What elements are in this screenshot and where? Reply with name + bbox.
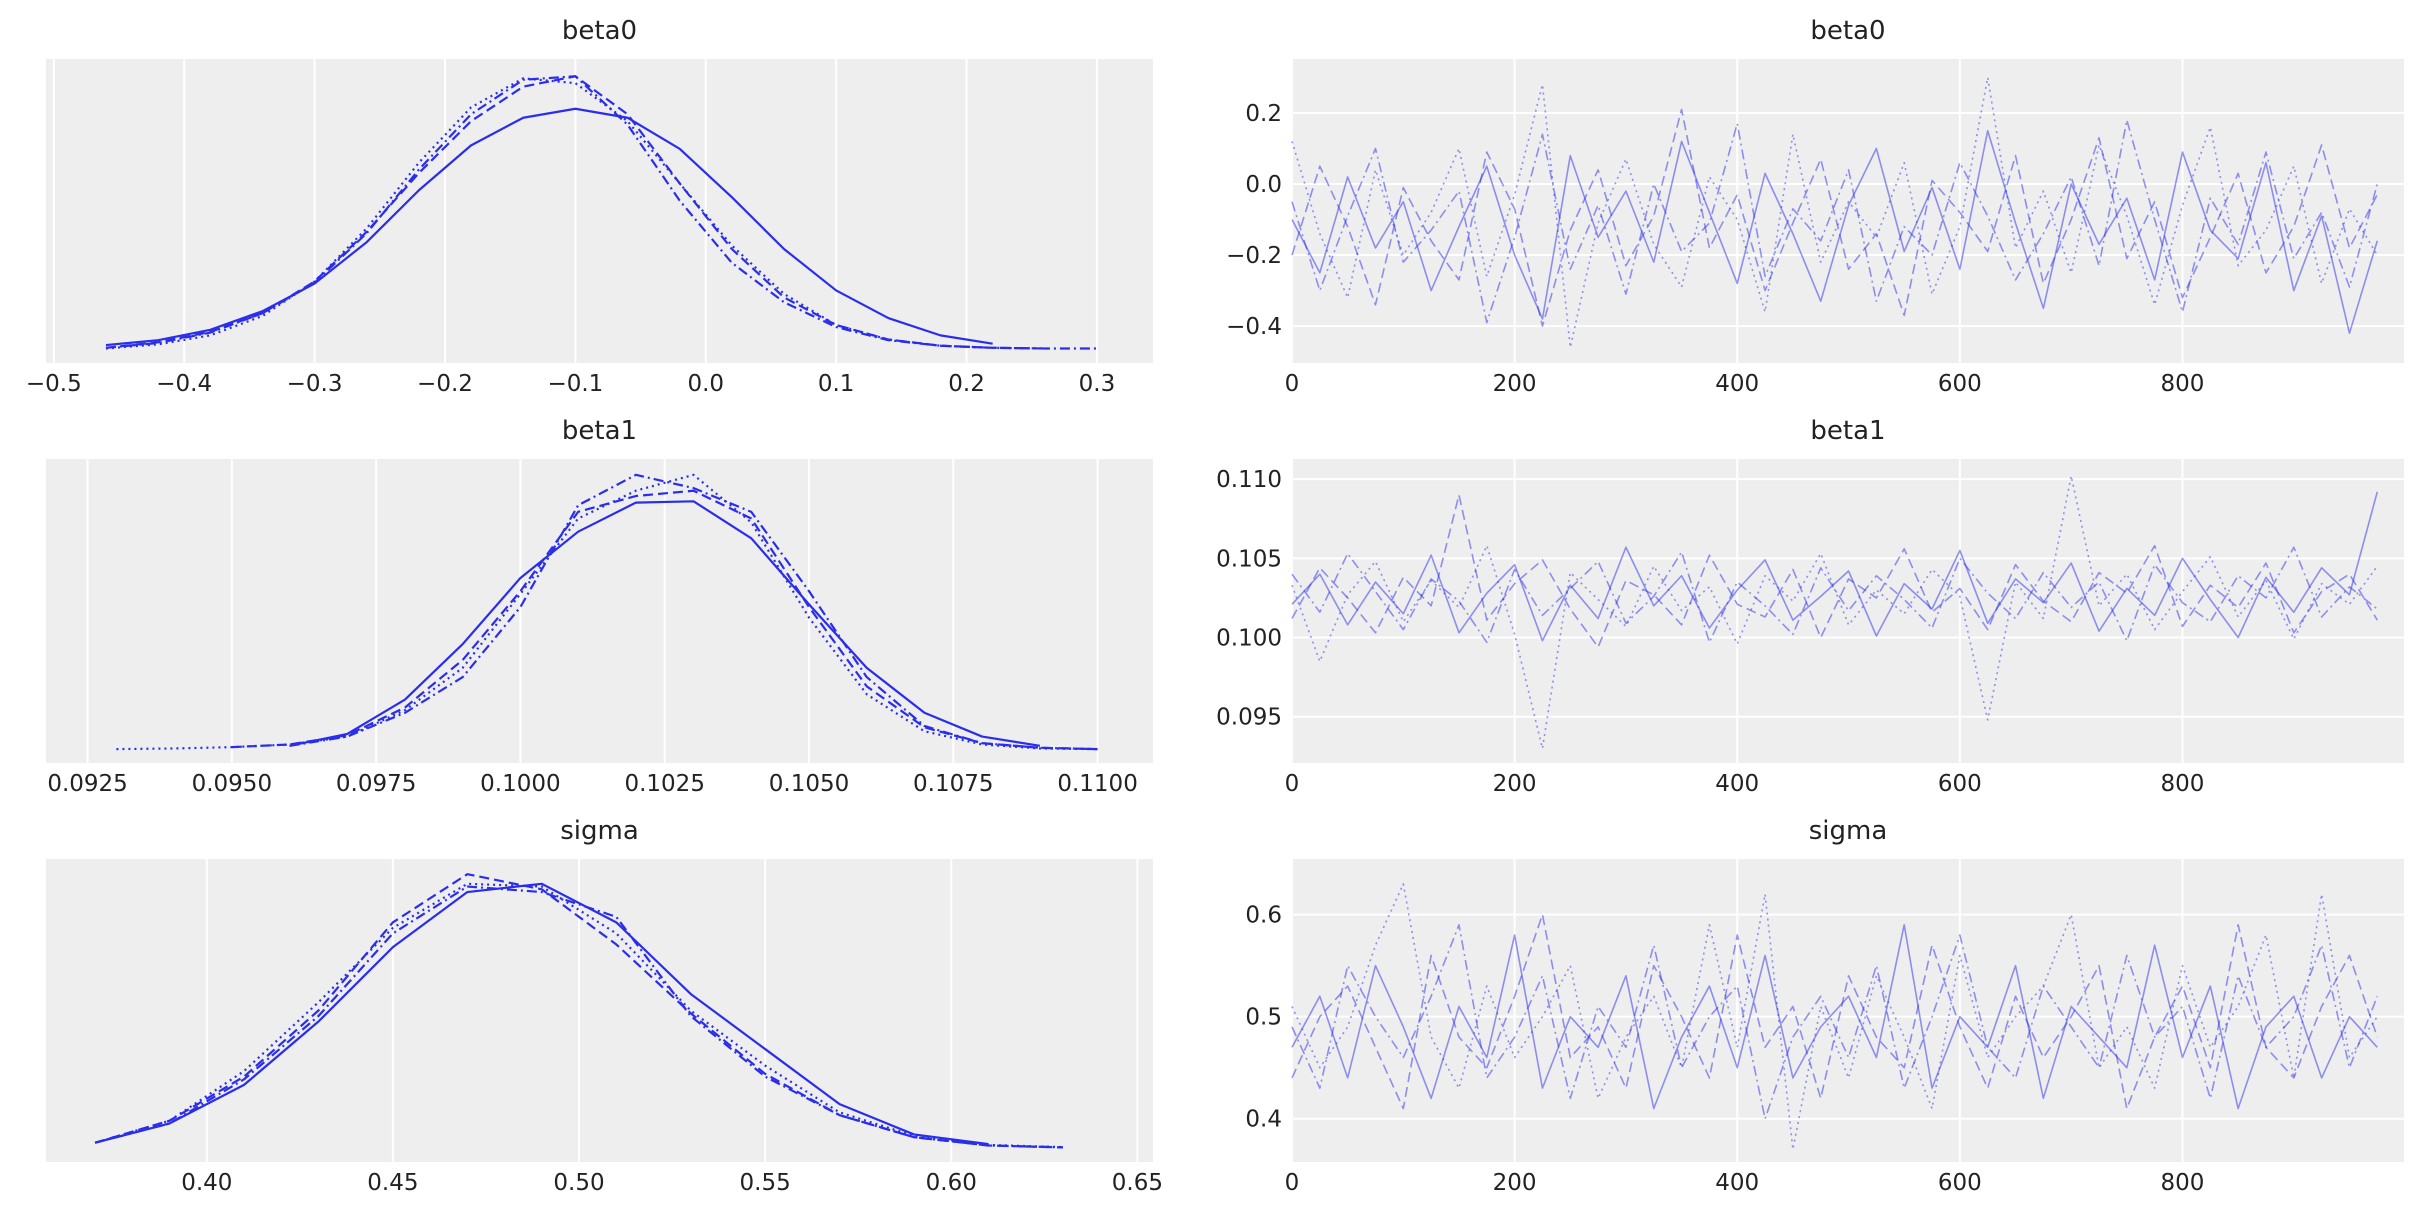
- panel: beta0 0 200 400 600 800 −0.4 −0.2 0.0 0.2: [1226, 16, 2404, 397]
- series-line: [1291, 924, 2378, 1110]
- panel-title: beta0: [1810, 16, 1885, 46]
- x-tick-label: 0: [1285, 1170, 1300, 1196]
- x-tick-label: 0: [1285, 371, 1300, 397]
- series-line: [105, 107, 993, 347]
- x-tick-label: 0.0950: [192, 771, 272, 797]
- y-tick-label: −0.4: [1226, 314, 1282, 340]
- x-tick-label: −0.1: [547, 371, 603, 397]
- panel: beta0 −0.5 −0.4 −0.3 −0.2 −0.1 0.0 0.1 0.2 0.3: [26, 16, 1153, 397]
- series-line: [289, 473, 1098, 751]
- x-tick-label: 0.40: [181, 1170, 232, 1196]
- x-tick-label: 0.0: [687, 371, 724, 397]
- series-line: [94, 882, 989, 1146]
- series-line: [289, 500, 1041, 747]
- series-line: [1291, 129, 2379, 334]
- x-tick-label: 0.1050: [769, 771, 849, 797]
- panel-title: sigma: [1809, 816, 1888, 846]
- y-tick-label: 0.5: [1245, 1005, 1282, 1031]
- series-line: [1291, 913, 2379, 1110]
- series-line: [1291, 108, 2378, 327]
- y-tick-label: −0.2: [1226, 243, 1282, 269]
- y-tick-label: 0.6: [1245, 903, 1282, 929]
- plot-area: [46, 459, 1153, 763]
- series-line: [1291, 883, 2378, 1151]
- x-tick-label: −0.4: [156, 371, 212, 397]
- panel-title: beta1: [1810, 416, 1885, 446]
- x-tick-label: −0.5: [26, 371, 82, 397]
- plot-area: [1292, 859, 2404, 1162]
- x-tick-label: 600: [1938, 771, 1982, 797]
- series-line: [94, 885, 1063, 1149]
- panel-title: sigma: [560, 816, 639, 846]
- x-tick-label: 800: [2161, 371, 2205, 397]
- x-tick-label: 0.1: [818, 371, 855, 397]
- x-tick-label: 0.65: [1112, 1170, 1163, 1196]
- x-tick-label: 600: [1938, 371, 1982, 397]
- y-tick-label: 0.4: [1245, 1107, 1282, 1133]
- x-tick-label: 400: [1715, 771, 1759, 797]
- x-tick-label: 0.0925: [47, 771, 127, 797]
- series-line: [1291, 546, 2378, 644]
- x-tick-label: 800: [2161, 771, 2205, 797]
- x-tick-label: 400: [1715, 371, 1759, 397]
- series-line: [1291, 494, 2378, 648]
- x-tick-label: 0: [1285, 771, 1300, 797]
- panel: beta1 0 200 400 600 800 0.095 0.100 0.105 0.110: [1216, 416, 2404, 797]
- x-tick-label: 0.1075: [913, 771, 993, 797]
- panel: sigma 0 200 400 600 800 0.4 0.5 0.6: [1245, 816, 2404, 1196]
- x-tick-label: 0.1025: [624, 771, 704, 797]
- plot-area: [1292, 59, 2404, 363]
- x-tick-label: 200: [1493, 371, 1537, 397]
- x-tick-label: 0.0975: [336, 771, 416, 797]
- x-tick-label: 0.1000: [480, 771, 560, 797]
- series-line: [1291, 924, 2379, 1120]
- y-tick-label: 0.105: [1216, 546, 1282, 572]
- x-tick-label: 200: [1493, 771, 1537, 797]
- panel: sigma 0.40 0.45 0.50 0.55 0.60 0.65: [46, 816, 1163, 1196]
- x-tick-label: 0.50: [553, 1170, 604, 1196]
- plot-area: [46, 859, 1153, 1162]
- series-line: [1291, 119, 2379, 324]
- x-tick-label: 0.45: [367, 1170, 418, 1196]
- x-tick-label: 800: [2161, 1170, 2205, 1196]
- x-tick-label: 200: [1493, 1170, 1537, 1196]
- x-tick-label: 0.1100: [1057, 771, 1137, 797]
- y-tick-label: 0.2: [1245, 101, 1282, 127]
- series-line: [1291, 475, 2378, 750]
- y-tick-label: 0.110: [1216, 467, 1282, 493]
- x-tick-label: 0.60: [926, 1170, 977, 1196]
- x-tick-label: 600: [1938, 1170, 1982, 1196]
- x-tick-label: −0.3: [287, 371, 343, 397]
- series-line: [105, 75, 1097, 350]
- y-tick-label: 0.095: [1216, 705, 1282, 731]
- x-tick-label: 0.55: [740, 1170, 791, 1196]
- panel: beta1 0.0925 0.0950 0.0975 0.1000 0.1025 0.105…: [46, 416, 1153, 797]
- panel-title: beta1: [562, 416, 637, 446]
- series-line: [1291, 491, 2379, 642]
- plot-area: [46, 59, 1153, 363]
- x-tick-label: 400: [1715, 1170, 1759, 1196]
- y-tick-label: 0.0: [1245, 172, 1282, 198]
- x-tick-label: 0.3: [1079, 371, 1116, 397]
- panel-title: beta0: [562, 16, 637, 46]
- x-tick-label: 0.2: [948, 371, 985, 397]
- series-line: [231, 489, 1098, 751]
- x-tick-label: −0.2: [417, 371, 473, 397]
- y-tick-label: 0.100: [1216, 626, 1282, 652]
